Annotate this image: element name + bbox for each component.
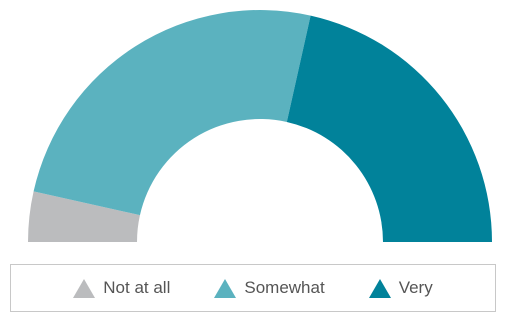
legend-item-very: Very bbox=[368, 278, 433, 298]
chart-legend: Not at all Somewhat Very bbox=[10, 264, 496, 312]
legend-item-not-at-all: Not at all bbox=[73, 278, 170, 298]
slice-not-at-all bbox=[28, 191, 140, 242]
legend-label-somewhat: Somewhat bbox=[244, 278, 325, 297]
slice-very bbox=[286, 15, 492, 243]
legend-label-not-at-all: Not at all bbox=[103, 278, 171, 297]
legend-item-somewhat: Somewhat bbox=[214, 278, 325, 298]
triangle-icon bbox=[368, 278, 391, 298]
slice-somewhat bbox=[33, 10, 311, 216]
legend-label-very: Very bbox=[398, 278, 433, 297]
triangle-icon bbox=[73, 278, 96, 298]
semi-donut-chart bbox=[28, 10, 492, 243]
triangle-icon bbox=[214, 278, 237, 298]
